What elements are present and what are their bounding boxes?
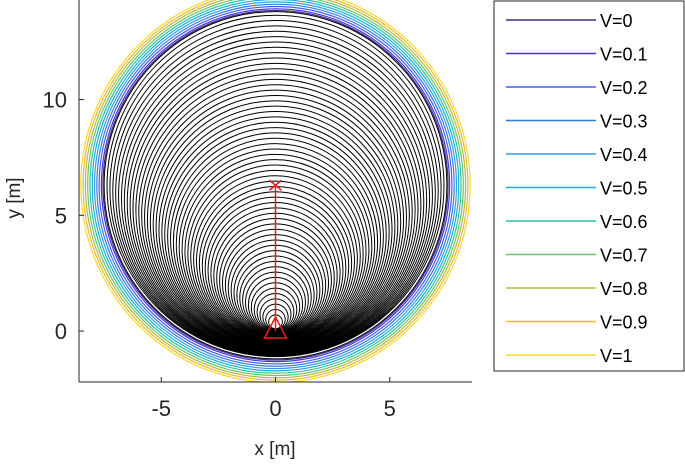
legend-label: V=0 — [600, 11, 633, 31]
legend-box — [493, 0, 685, 372]
series-contour — [100, 8, 451, 363]
series-contour — [91, 0, 460, 372]
legend-label: V=0.1 — [600, 45, 648, 65]
legend-label: V=0.7 — [600, 246, 648, 266]
x-axis-ticks: -5 0 5 — [151, 377, 396, 421]
trajectory-start-marker — [263, 315, 288, 339]
legend-label: V=0.2 — [600, 78, 648, 98]
series-contour — [98, 5, 453, 365]
legend-label: V=1 — [600, 346, 633, 366]
legend: V=0 V=0.1 V=0.2 V=0.3 V=0.4 V=0.5 V=0.6 V=0.7 V=… — [493, 0, 685, 372]
x-tick-label: 0 — [269, 396, 281, 421]
y-tick-label: 10 — [43, 88, 67, 113]
series-contour — [80, 0, 471, 382]
series-contour — [96, 3, 455, 367]
background-contour — [103, 11, 448, 360]
legend-label: V=0.6 — [600, 212, 648, 232]
y-axis-label: y [m] — [4, 177, 25, 218]
y-axis-ticks: 0 5 10 — [43, 88, 84, 344]
y-tick-label: 5 — [55, 203, 67, 228]
background-contour — [106, 14, 445, 358]
legend-label: V=0.5 — [600, 179, 648, 199]
legend-label: V=0.9 — [600, 313, 648, 333]
y-tick-label: 0 — [55, 319, 67, 344]
legend-label: V=0.3 — [600, 112, 648, 132]
x-tick-label: 5 — [384, 396, 396, 421]
plot-area — [80, 0, 471, 382]
series-contour — [87, 0, 464, 377]
x-axis-label: x [m] — [254, 439, 295, 460]
legend-items: V=0 V=0.1 V=0.2 V=0.3 V=0.4 V=0.5 V=0.6 V=0.7 V=… — [506, 11, 648, 366]
background-contours — [103, 11, 448, 360]
series-contour — [93, 1, 458, 370]
x-tick-label: -5 — [151, 396, 171, 421]
trajectory-end-marker — [268, 179, 283, 191]
series-contour — [102, 9, 449, 361]
series-contour — [89, 0, 462, 374]
legend-label: V=0.4 — [600, 145, 648, 165]
trajectory — [263, 179, 288, 339]
legend-label: V=0.8 — [600, 279, 648, 299]
